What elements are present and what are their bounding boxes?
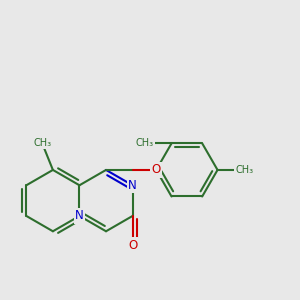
Text: N: N — [75, 209, 84, 222]
Text: O: O — [151, 164, 160, 176]
Text: CH₃: CH₃ — [33, 138, 51, 148]
Text: CH₃: CH₃ — [235, 165, 253, 175]
Text: CH₃: CH₃ — [136, 138, 154, 148]
Text: N: N — [128, 179, 137, 192]
Text: O: O — [128, 238, 137, 252]
